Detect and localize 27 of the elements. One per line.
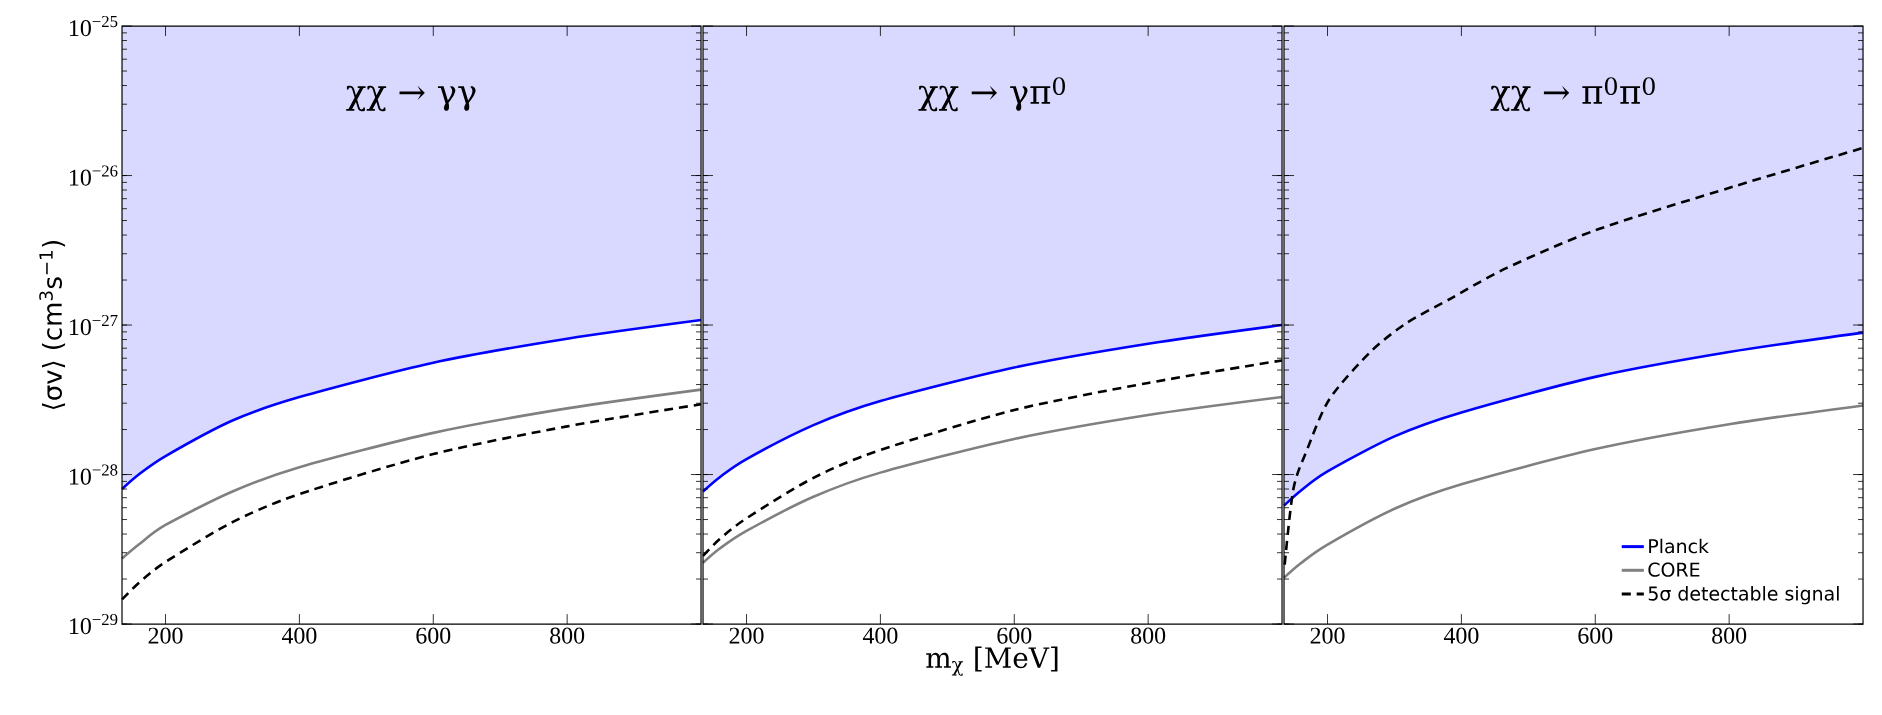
- x-tick-label: 600: [416, 627, 451, 644]
- x-tick-label: 800: [1712, 627, 1747, 644]
- y-axis-title: ⟨σv⟩ (cm$^{3}$s$^{−1}$): [39, 240, 66, 410]
- y-tick-label: 10$^{−28}$: [70, 464, 118, 485]
- x-tick-label: 400: [862, 627, 898, 644]
- x-tick-label: 400: [281, 627, 317, 644]
- x-tick-label: 200: [1310, 627, 1345, 644]
- x-tick-label: 600: [997, 627, 1032, 644]
- x-tick-label: 800: [550, 627, 585, 644]
- text: χχ → γγ: [346, 85, 476, 112]
- legend-label: CORE: [1648, 562, 1700, 577]
- legend-label: 5σ detectable signal: [1648, 586, 1839, 605]
- x-tick-label: 200: [729, 627, 764, 644]
- text: χχ → π$^{0}$π$^{0}$: [1490, 77, 1655, 112]
- y-tick-label: 10$^{−25}$: [70, 15, 118, 37]
- line-series: [120, 318, 703, 491]
- line-series: [120, 388, 703, 560]
- x-tick-label: 600: [1578, 627, 1613, 644]
- y-tick-label: 10$^{−29}$: [70, 613, 118, 635]
- y-tick-label: 10$^{−27}$: [70, 314, 118, 336]
- x-tick-label: 800: [1131, 627, 1166, 644]
- y-tick-label: 10$^{−26}$: [70, 165, 118, 186]
- x-tick-label: 200: [148, 627, 183, 644]
- x-axis-title: m$_{χ}$ [MeV]: [926, 646, 1058, 676]
- legend-label: Planck: [1649, 538, 1709, 554]
- x-tick-label: 400: [1443, 627, 1479, 644]
- text: χχ → γπ$^{0}$: [918, 77, 1065, 112]
